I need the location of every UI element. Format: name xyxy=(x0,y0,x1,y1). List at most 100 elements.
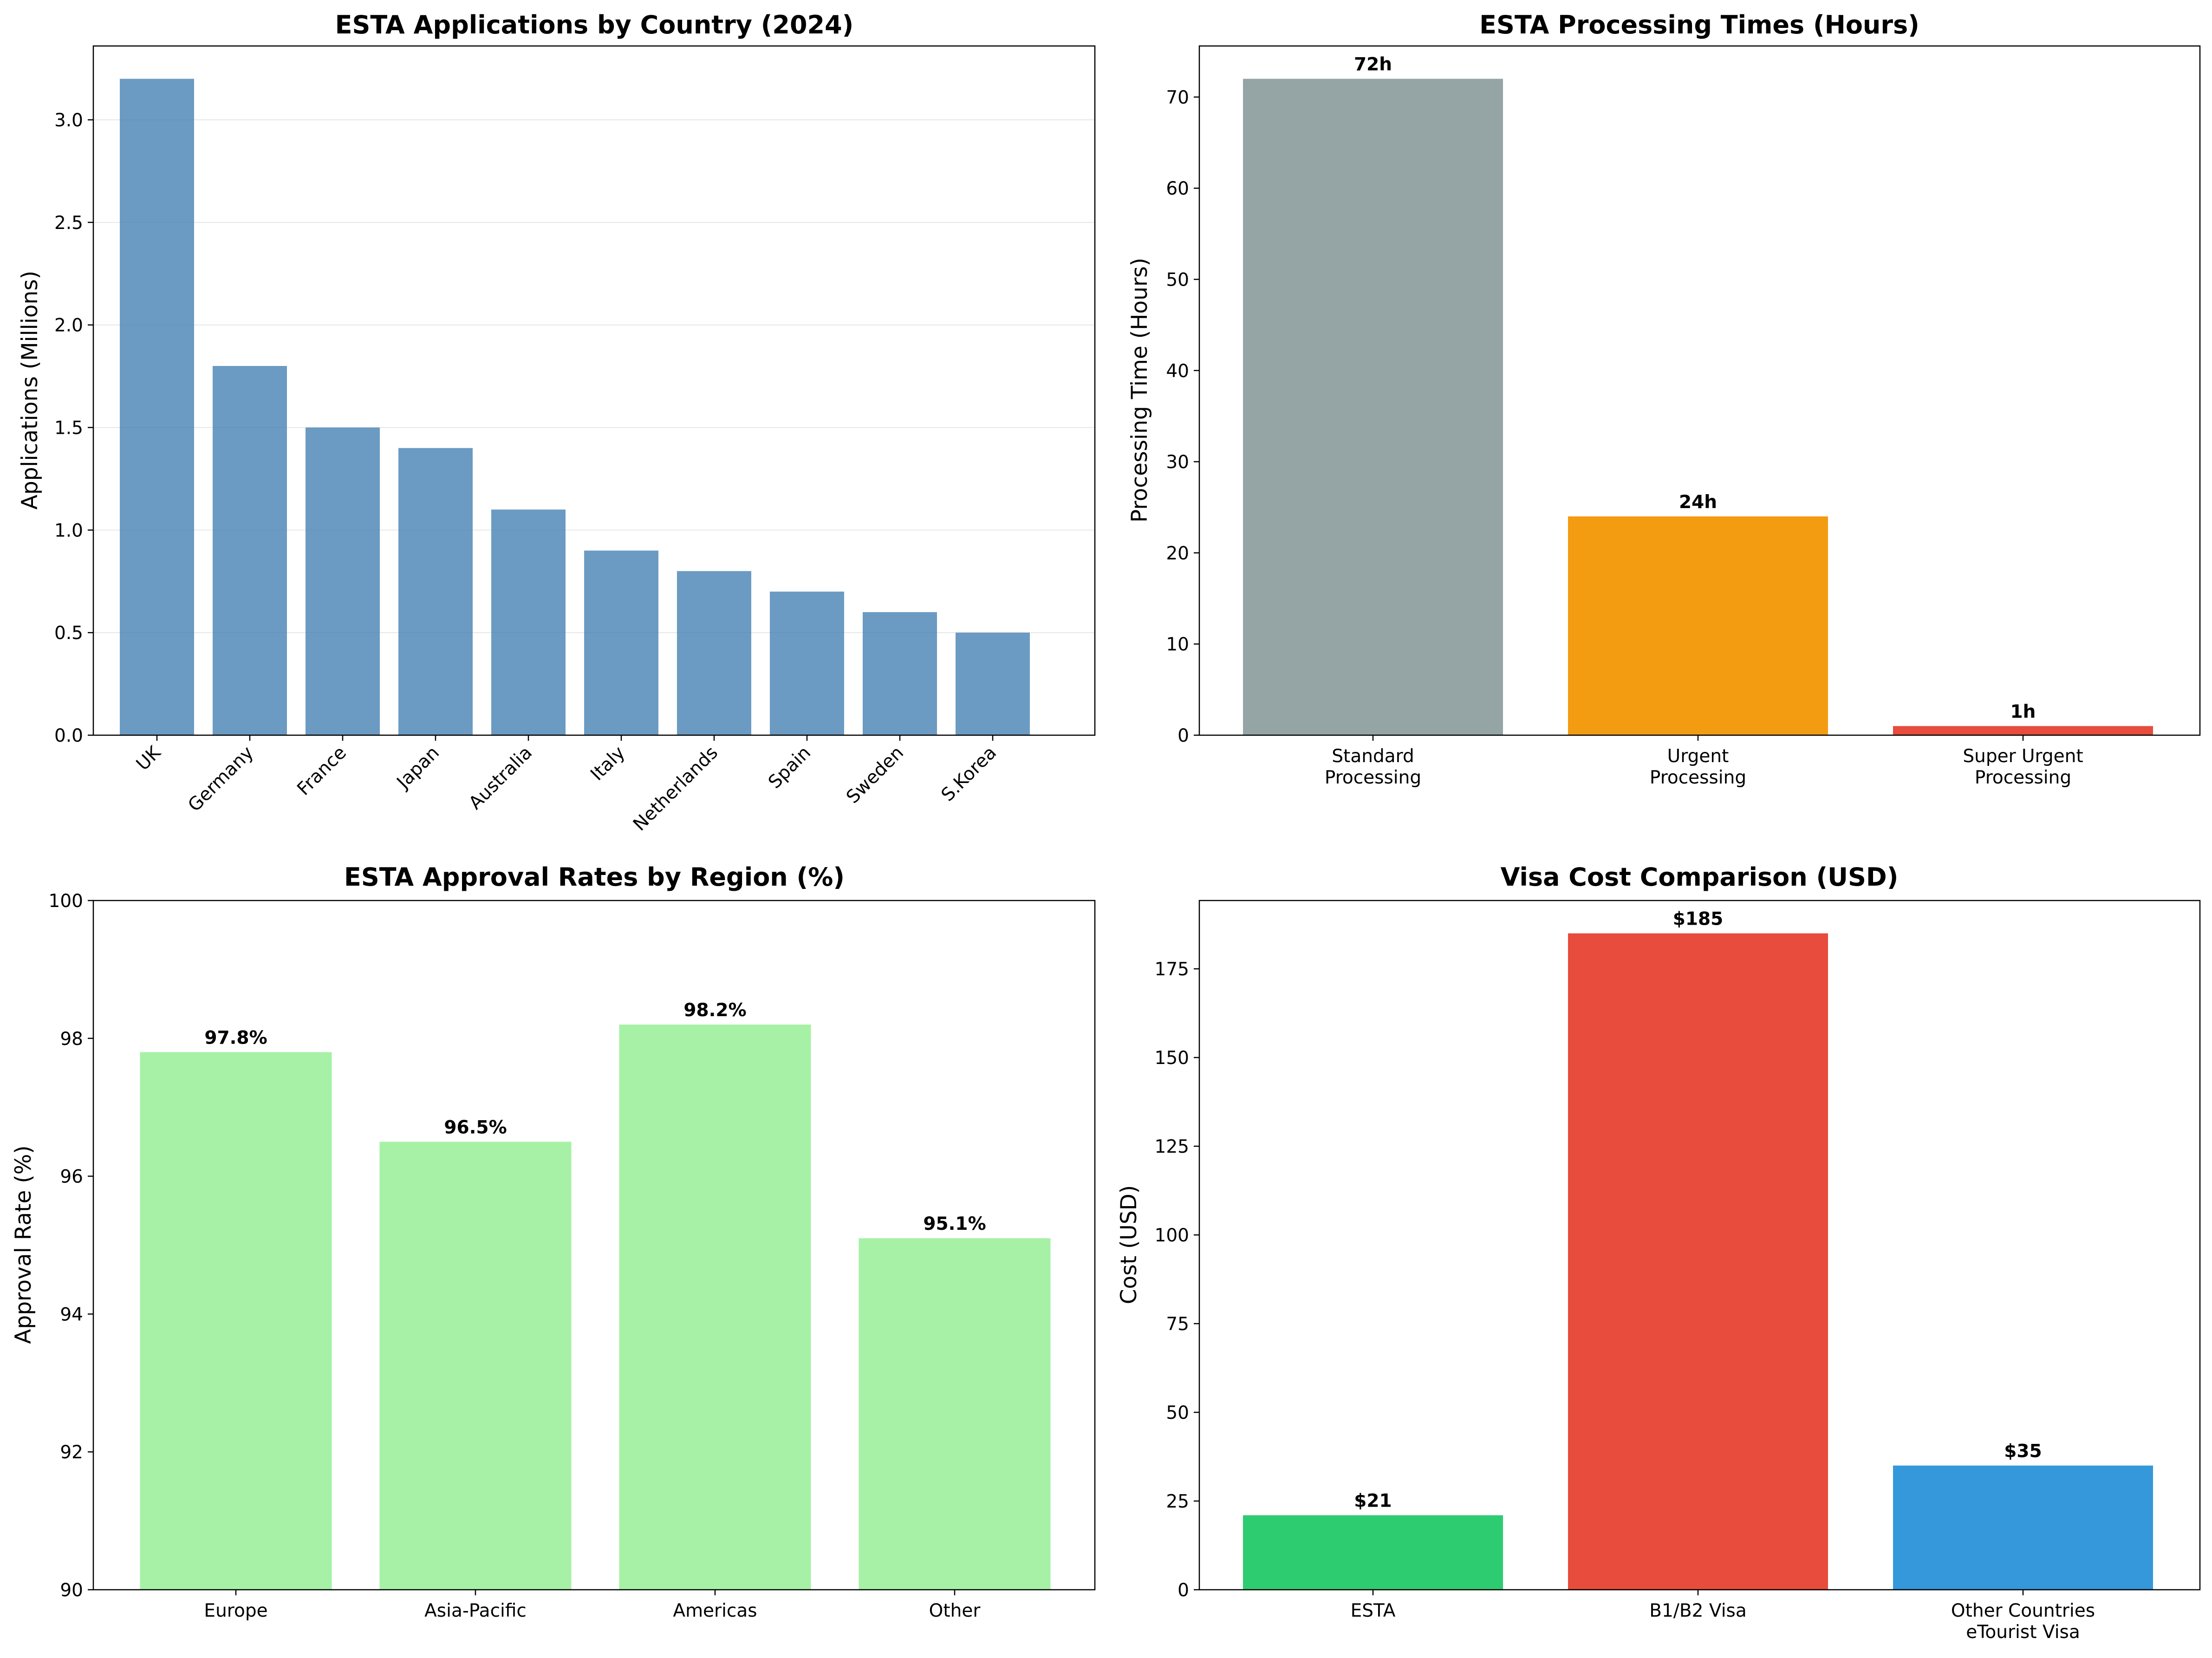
chart-title: ESTA Approval Rates by Region (%) xyxy=(344,862,845,892)
bar xyxy=(1568,516,1828,735)
x-tick-label-line: B1/B2 Visa xyxy=(1649,1600,1747,1621)
y-tick-label: 0 xyxy=(1178,725,1189,746)
y-tick-label: 20 xyxy=(1166,543,1189,564)
x-tick-label: ESTA xyxy=(1351,1600,1396,1621)
x-tick-label: Super Urgent Processing xyxy=(1963,746,2083,788)
x-tick-label-line: Processing xyxy=(1650,767,1746,788)
y-tick-label: 1.0 xyxy=(54,520,83,541)
bar xyxy=(770,591,844,735)
y-tick-label: 94 xyxy=(60,1304,83,1325)
x-tick-label: Americas xyxy=(673,1600,757,1621)
bar xyxy=(306,427,380,735)
chart-title: ESTA Processing Times (Hours) xyxy=(1479,10,1919,39)
y-tick-label: 0.5 xyxy=(54,623,83,644)
x-tick-label: Standard Processing xyxy=(1325,746,1421,788)
x-tick-label-line: Other xyxy=(929,1600,981,1621)
x-tick-label-line: Urgent xyxy=(1667,746,1729,767)
y-tick-label: 90 xyxy=(60,1580,83,1601)
data-label: 24h xyxy=(1679,492,1717,513)
y-tick-label: 150 xyxy=(1155,1048,1189,1069)
data-label: 95.1% xyxy=(923,1214,986,1234)
x-tick-label-line: eTourist Visa xyxy=(1966,1622,2080,1643)
axes-frame xyxy=(1198,900,2201,1591)
x-tick-label: Other Countries eTourist Visa xyxy=(1951,1600,2095,1643)
data-label: 1h xyxy=(2010,701,2036,722)
y-tick-label: 30 xyxy=(1166,452,1189,473)
approval-rates-chart: ESTA Approval Rates by Region (%) Approv… xyxy=(11,862,1096,1621)
x-tick-label-line: Americas xyxy=(673,1600,757,1621)
axes-frame xyxy=(1198,45,2201,736)
y-tick-label: 96 xyxy=(60,1167,83,1188)
bar xyxy=(956,633,1030,735)
y-tick-label: 3.0 xyxy=(54,110,83,131)
bar xyxy=(140,1052,332,1590)
x-tick-label: B1/B2 Visa xyxy=(1649,1600,1747,1621)
y-tick-label: 60 xyxy=(1166,178,1189,199)
y-tick-label: 2.0 xyxy=(54,315,83,336)
data-label: 72h xyxy=(1354,54,1392,75)
bar xyxy=(398,448,473,735)
x-tick-label-line: ESTA xyxy=(1351,1600,1396,1621)
bar xyxy=(213,366,287,735)
y-tick-label: 98 xyxy=(60,1029,83,1050)
bar xyxy=(1243,78,1503,736)
bar xyxy=(619,1025,811,1590)
bar xyxy=(1568,933,1828,1590)
y-tick-label: 25 xyxy=(1166,1491,1189,1512)
bar xyxy=(863,612,937,735)
processing-times-chart: ESTA Processing Times (Hours) Processing… xyxy=(1127,10,2201,788)
x-tick-label-line: Standard xyxy=(1332,746,1414,767)
y-tick-label: 0.0 xyxy=(54,725,83,746)
y-tick-label: 75 xyxy=(1166,1314,1189,1335)
y-tick-label: 125 xyxy=(1155,1136,1189,1157)
axes-frame xyxy=(92,45,1096,736)
y-tick-label: 100 xyxy=(49,891,83,912)
data-label: $35 xyxy=(2004,1441,2042,1462)
y-tick-label: 1.5 xyxy=(54,418,83,439)
data-label: $21 xyxy=(1354,1491,1392,1512)
x-tick-label: Europe xyxy=(204,1600,267,1621)
y-tick-label: 92 xyxy=(60,1442,83,1463)
y-tick-label: 40 xyxy=(1166,361,1189,382)
data-label: 98.2% xyxy=(683,1000,746,1021)
x-tick-label-line: Processing xyxy=(1975,767,2071,788)
y-tick-label: 0 xyxy=(1178,1580,1189,1601)
y-axis-label: Applications (Millions) xyxy=(17,271,43,510)
x-tick-label-line: Europe xyxy=(204,1600,267,1621)
y-tick-label: 175 xyxy=(1155,959,1189,980)
x-tick-label-line: Asia-Pacific xyxy=(424,1600,527,1621)
bar xyxy=(1893,1465,2153,1590)
y-axis-label: Approval Rate (%) xyxy=(11,1145,36,1344)
bar xyxy=(677,571,751,735)
x-tick-label: Other xyxy=(929,1600,981,1621)
bar xyxy=(491,509,566,735)
y-axis-label: Cost (USD) xyxy=(1116,1185,1142,1305)
y-tick-label: 50 xyxy=(1166,270,1189,291)
bar xyxy=(1893,726,2153,735)
bar xyxy=(1243,1515,1503,1590)
y-tick-label: 50 xyxy=(1166,1403,1189,1423)
bar xyxy=(859,1238,1051,1590)
bar xyxy=(120,78,194,736)
axes-frame xyxy=(92,900,1096,1591)
x-tick-label-line: Other Countries xyxy=(1951,1600,2095,1621)
x-tick-label: Urgent Processing xyxy=(1650,746,1746,788)
y-tick-label: 100 xyxy=(1155,1225,1189,1246)
visa-cost-chart: Visa Cost Comparison (USD) Cost (USD) $2… xyxy=(1116,862,2201,1643)
chart-title: Visa Cost Comparison (USD) xyxy=(1501,862,1899,892)
x-tick-label-line: Processing xyxy=(1325,767,1421,788)
bar xyxy=(379,1142,572,1590)
data-label: 96.5% xyxy=(444,1117,507,1138)
y-tick-label: 2.5 xyxy=(54,213,83,234)
y-tick-label: 70 xyxy=(1166,87,1189,108)
data-label: 97.8% xyxy=(204,1027,267,1048)
data-label: $185 xyxy=(1673,909,1724,930)
y-tick-label: 10 xyxy=(1166,634,1189,655)
x-tick-label-line: Super Urgent xyxy=(1963,746,2083,767)
chart-title: ESTA Applications by Country (2024) xyxy=(335,10,854,39)
bar xyxy=(584,550,658,735)
x-tick-label: Asia-Pacific xyxy=(424,1600,527,1621)
y-axis-label: Processing Time (Hours) xyxy=(1127,258,1152,522)
